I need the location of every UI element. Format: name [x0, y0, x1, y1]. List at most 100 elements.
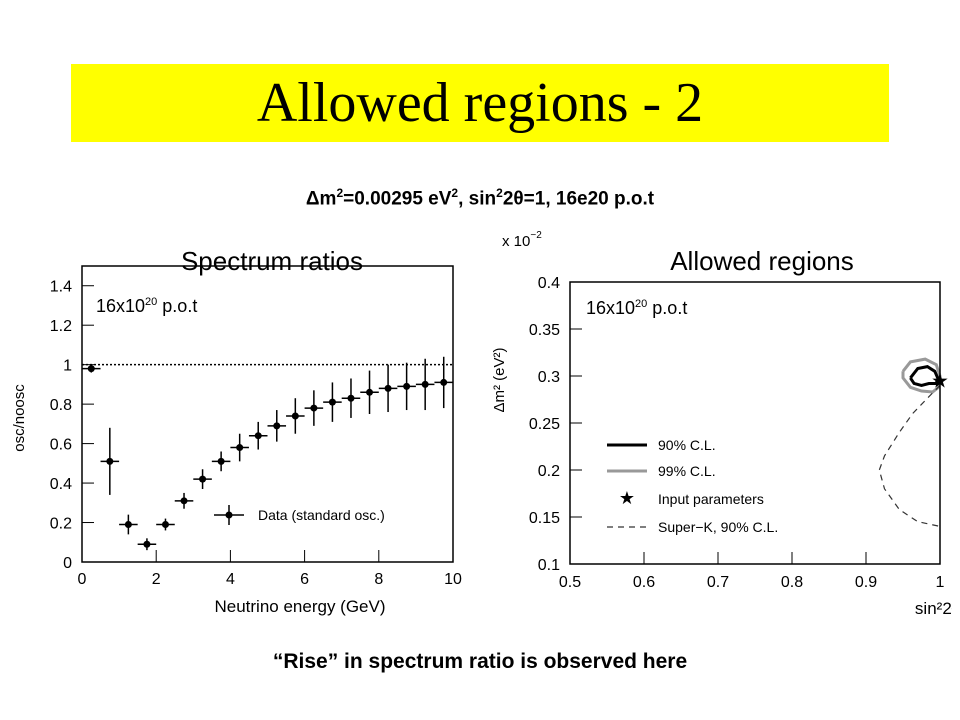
left-x-tick-4: 8 — [374, 571, 383, 588]
left-chart-title: Spectrum ratios — [181, 246, 363, 276]
data-point-9 — [248, 421, 268, 450]
legend-label-90: 90% C.L. — [658, 437, 716, 453]
left-x-tick-3: 6 — [300, 571, 309, 588]
right-pot-base: 16x10 — [586, 298, 635, 318]
data-point-marker-0 — [87, 365, 95, 373]
left-pot-exp: 20 — [145, 296, 157, 308]
data-point-marker-1 — [106, 457, 114, 465]
data-point-marker-5 — [180, 497, 188, 505]
right-y-tick-labels: 0.1 0.15 0.2 0.25 0.3 0.35 0.4 — [529, 275, 560, 574]
data-point-marker-3 — [143, 540, 151, 548]
subtitle-sq3: 2 — [496, 186, 503, 200]
left-y-tick-labels: 0 0.2 0.4 0.6 0.8 1 1.2 1.4 — [50, 279, 72, 572]
data-point-2 — [119, 514, 138, 535]
legend-label-99: 99% C.L. — [658, 463, 716, 479]
right-pot-exp: 20 — [635, 298, 647, 310]
left-x-tick-2: 4 — [226, 571, 235, 588]
data-point-10 — [267, 410, 287, 442]
left-y-tick-6: 1.2 — [50, 318, 72, 335]
data-point-5 — [174, 492, 194, 509]
legend-marker-dot — [225, 511, 233, 519]
data-point-1 — [100, 427, 120, 495]
left-pot-suffix: p.o.t — [157, 296, 197, 316]
right-y-tick-5: 0.35 — [529, 322, 560, 339]
spectrum-ratio-chart: Spectrum ratios osc/noosc 0 0.2 0.4 0.6 0.8 1… — [11, 246, 462, 616]
left-x-tick-1: 2 — [152, 571, 161, 588]
data-point-marker-15 — [366, 388, 374, 396]
right-y-tick-6: 0.4 — [538, 275, 560, 292]
data-point-12 — [304, 390, 324, 426]
left-data-points — [82, 356, 453, 551]
left-y-tick-0: 0 — [63, 555, 72, 572]
data-point-marker-19 — [440, 378, 448, 386]
superk-90-cl-curve — [878, 384, 941, 527]
left-y-tick-1: 0.2 — [50, 516, 72, 533]
left-y-tick-7: 1.4 — [50, 279, 72, 296]
right-x-tick-0: 0.5 — [559, 574, 581, 591]
data-point-6 — [193, 469, 212, 489]
data-point-marker-4 — [161, 521, 169, 529]
data-point-marker-9 — [254, 432, 262, 440]
title-banner: Allowed regions - 2 — [71, 64, 889, 142]
right-x-label: sin²2ϑ — [915, 599, 952, 618]
legend-label-input: Input parameters — [658, 491, 764, 507]
right-pot-annotation: 16x1020 p.o.t — [586, 298, 687, 318]
left-y-label: osc/noosc — [11, 384, 28, 452]
left-x-tick-labels: 0 2 4 6 8 10 — [78, 571, 462, 588]
left-x-tick-0: 0 — [78, 571, 87, 588]
data-point-marker-11 — [291, 412, 299, 420]
data-point-marker-13 — [328, 398, 336, 406]
data-point-marker-18 — [421, 380, 429, 388]
data-point-4 — [156, 518, 175, 531]
subtitle-rest: =1, 16e20 p.o.t — [523, 188, 655, 210]
subtitle-sq2: 2 — [451, 186, 459, 200]
slide-title: Allowed regions - 2 — [256, 72, 704, 134]
subtitle-sin: , sin — [458, 188, 497, 210]
left-legend-label: Data (standard osc.) — [258, 507, 385, 523]
subtitle-m: m — [319, 188, 337, 210]
data-point-7 — [211, 451, 231, 472]
right-x-tick-2: 0.7 — [707, 574, 729, 591]
contour-90-cl — [909, 365, 941, 387]
right-y-tick-1: 0.15 — [529, 510, 560, 527]
data-point-16 — [378, 364, 398, 413]
legend-label-superk: Super−K, 90% C.L. — [658, 519, 778, 535]
data-point-marker-6 — [199, 475, 207, 483]
left-y-tick-5: 1 — [63, 358, 72, 375]
right-chart-title: Allowed regions — [670, 246, 854, 276]
right-y-tick-2: 0.2 — [538, 463, 560, 480]
multiplier-base: x 10 — [502, 233, 530, 250]
left-pot-annotation: 16x1020 p.o.t — [96, 296, 197, 316]
data-point-8 — [230, 433, 249, 462]
subtitle-delta: Δ — [305, 188, 320, 210]
right-y-tick-4: 0.3 — [538, 369, 560, 386]
right-plot-frame — [569, 281, 941, 565]
multiplier-exp: −2 — [530, 230, 542, 241]
right-x-tick-5: 1 — [936, 574, 945, 591]
right-legend: 90% C.L. 99% C.L. ★ Input parameters Sup… — [607, 437, 778, 535]
data-point-marker-14 — [347, 394, 355, 402]
data-point-marker-8 — [236, 444, 244, 452]
subtitle-mass: =0.00295 eV — [343, 188, 452, 210]
right-x-tick-4: 0.9 — [855, 574, 877, 591]
data-point-marker-7 — [217, 457, 225, 465]
left-y-tick-4: 0.8 — [50, 397, 72, 414]
right-y-label: Δm² (eV²) — [491, 347, 508, 412]
right-y-tick-0: 0.1 — [538, 557, 560, 574]
left-legend: Data (standard osc.) — [214, 505, 385, 525]
data-point-15 — [360, 370, 379, 414]
left-y-tick-2: 0.4 — [50, 476, 72, 493]
legend-star-icon: ★ — [619, 488, 635, 508]
left-plot-frame — [81, 265, 454, 563]
data-point-13 — [323, 382, 342, 422]
left-x-label: Neutrino energy (GeV) — [214, 597, 385, 616]
multiplier-label: x 10−2 — [502, 230, 542, 250]
subtitle-theta: θ — [513, 188, 524, 210]
allowed-regions-chart: x 10−2 Allowed regions Δm² (eV²) 0.1 0.15… — [491, 230, 952, 618]
data-point-18 — [415, 358, 435, 411]
left-y-tick-3: 0.6 — [50, 437, 72, 454]
data-point-17 — [397, 362, 416, 411]
data-point-marker-16 — [384, 384, 392, 392]
left-x-tick-5: 10 — [444, 571, 462, 588]
subtitle-sq1: 2 — [336, 186, 344, 200]
